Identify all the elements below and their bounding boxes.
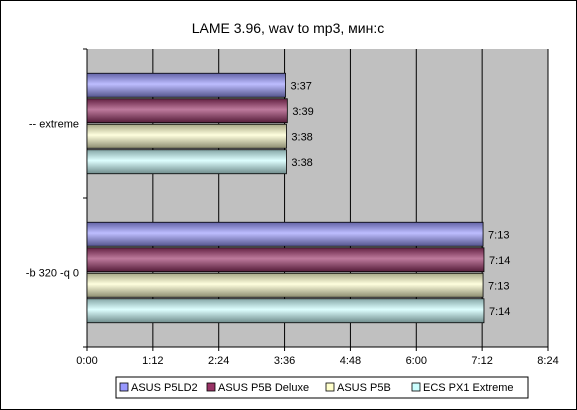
bars: 3:37 3:39 3:38 3:38 7:13 7:14 7:13 7:14 bbox=[86, 72, 510, 324]
bar-value-label: 7:13 bbox=[488, 280, 509, 292]
x-tick-label: 7:12 bbox=[471, 355, 492, 367]
x-tick-label: 2:24 bbox=[208, 355, 229, 367]
x-tick-label: 8:24 bbox=[537, 355, 558, 367]
category-labels: -- extreme -b 320 -q 0 bbox=[26, 48, 87, 348]
category-label: -- extreme bbox=[29, 119, 79, 131]
x-tick-label: 4:48 bbox=[340, 355, 361, 367]
bar-value-label: 3:38 bbox=[291, 131, 312, 143]
legend-label: ASUS P5LD2 bbox=[131, 382, 198, 394]
bar bbox=[86, 247, 485, 273]
bar-value-label: 3:37 bbox=[290, 80, 311, 92]
x-tick-label: 0:00 bbox=[76, 355, 97, 367]
bar bbox=[86, 72, 286, 98]
legend-swatch bbox=[411, 382, 421, 392]
legend-box bbox=[115, 376, 529, 399]
legend-label: ECS PX1 Extreme bbox=[423, 382, 513, 394]
bar-value-label: 3:39 bbox=[292, 106, 313, 118]
bar-value-label: 7:13 bbox=[488, 229, 509, 241]
legend-swatch bbox=[119, 382, 129, 392]
x-tick-label: 6:00 bbox=[406, 355, 427, 367]
legend-label: ASUS P5B Deluxe bbox=[218, 382, 309, 394]
x-tick-label: 1:12 bbox=[142, 355, 163, 367]
legend-swatch bbox=[206, 382, 216, 392]
bar bbox=[86, 272, 484, 298]
bar bbox=[86, 298, 485, 324]
bar bbox=[86, 123, 287, 149]
bar bbox=[86, 98, 288, 124]
bar-value-label: 7:14 bbox=[489, 306, 510, 318]
bar-value-label: 3:38 bbox=[291, 157, 312, 169]
category-label: -b 320 -q 0 bbox=[26, 268, 79, 280]
bar bbox=[86, 221, 484, 247]
chart-title: LAME 3.96, wav to mp3, мин:с bbox=[192, 20, 384, 36]
legend: ASUS P5LD2 ASUS P5B Deluxe ASUS P5B ECS PX1… bbox=[115, 376, 529, 399]
x-tick-labels: 0:00 1:12 2:24 3:36 4:48 6:00 7:12 8:24 bbox=[76, 355, 558, 367]
x-tick-label: 3:36 bbox=[274, 355, 295, 367]
legend-swatch bbox=[325, 382, 335, 392]
legend-label: ASUS P5B bbox=[337, 382, 391, 394]
bar bbox=[86, 149, 287, 175]
bar-value-label: 7:14 bbox=[489, 255, 510, 267]
